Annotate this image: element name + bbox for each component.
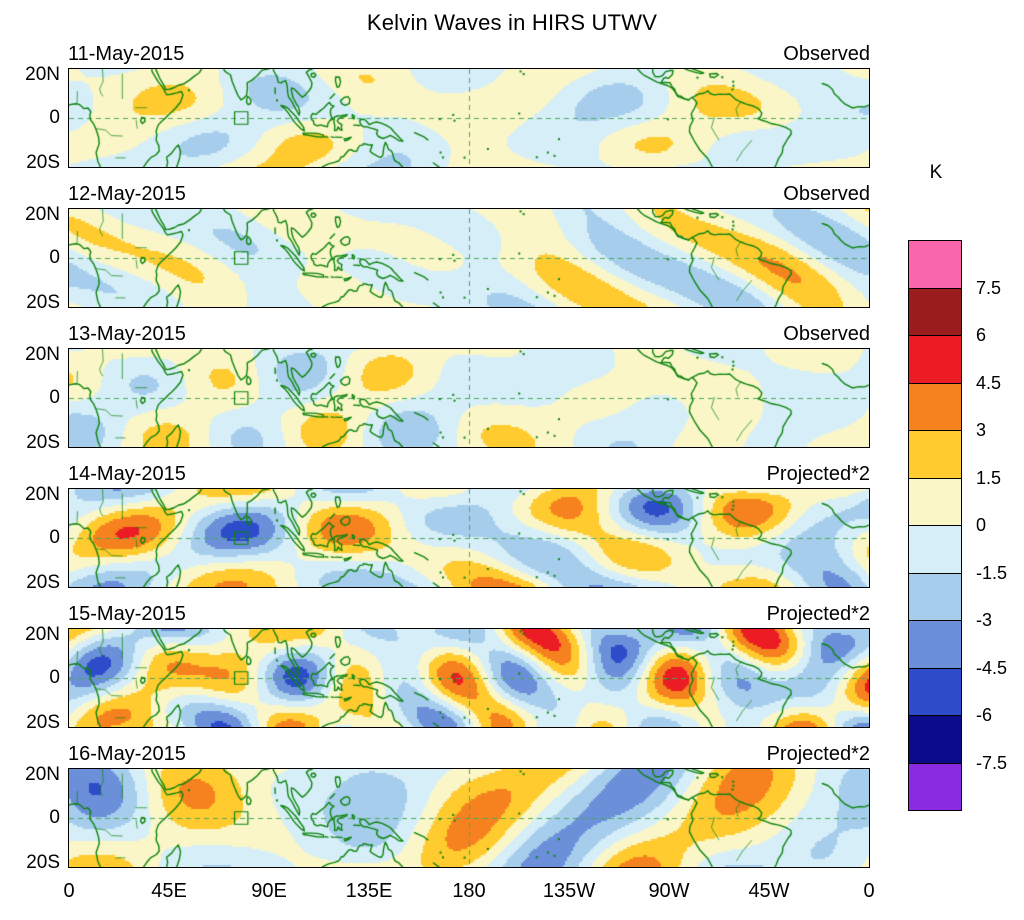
y-tick-label: 20S [26,712,60,733]
y-tick-label: 20N [25,764,60,785]
y-tick-label: 0 [49,107,60,128]
y-tick-label: 0 [49,527,60,548]
panel-date: 16-May-2015 [68,743,186,765]
panel-map-area: 20N 0 20S [25,64,870,173]
x-axis: 0 45E 90E 135E 180 135W 90W 45W 0 [63,878,1024,908]
panel-5: 15-May-2015 Projected*2 20N 0 20S [25,598,870,733]
panel-map-area: 20N 0 20S [25,484,870,593]
x-tick-label: 90E [251,880,287,902]
panel-4: 14-May-2015 Projected*2 20N 0 20S [25,458,870,593]
panel-header: 13-May-2015 Observed [68,318,870,348]
panel-3: 13-May-2015 Observed 20N 0 20S [25,318,870,453]
colorbar-tick-label: 6 [976,325,987,345]
panel-source-label: Projected*2 [766,743,870,765]
panel-date: 14-May-2015 [68,463,186,485]
y-tick-label: 0 [49,667,60,688]
panel-source-label: Observed [783,323,870,345]
colorbar-title: K [929,162,943,183]
panel-date: 15-May-2015 [68,603,186,625]
colorbar-tick-label: 0 [976,515,987,535]
y-tick-label: 20S [26,152,60,173]
panel-date: 12-May-2015 [68,183,186,205]
y-tick-label: 0 [49,247,60,268]
colorbar-cell [908,525,962,574]
panel-map-area: 20N 0 20S [25,624,870,733]
y-tick-label: 20S [26,432,60,453]
colorbar-cell [908,667,962,716]
map-canvas [68,68,870,168]
x-tick-label: 0 [863,880,875,902]
panel-source-label: Observed [783,183,870,205]
x-tick-label: 90W [648,880,690,902]
y-tick-label: 20N [25,204,60,225]
x-tick-label: 45W [748,880,790,902]
y-tick-label: 20S [26,572,60,593]
colorbar-tick-label: 4.5 [976,372,1002,393]
colorbar-cell [908,762,962,811]
colorbar-tick-label: 3 [976,420,987,440]
x-tick-label: 180 [452,880,486,902]
y-tick-label: 0 [49,387,60,408]
colorbar-cell [908,430,962,479]
y-tick-label: 20S [26,292,60,313]
x-tick-label: 135E [345,880,393,902]
colorbar-tick-label: -6 [976,705,993,725]
figure-title: Kelvin Waves in HIRS UTWV [366,10,658,35]
panel-header: 12-May-2015 Observed [68,178,870,208]
panel-map-area: 20N 0 20S [25,344,870,453]
colorbar-cell [908,240,962,289]
y-tick-label: 20N [25,484,60,505]
colorbar-tick-label: 7.5 [976,277,1002,298]
y-tick-label: 20N [25,624,60,645]
panel-1: 11-May-2015 Observed 20N 0 20S [25,38,870,173]
panel-source-label: Projected*2 [766,463,870,485]
x-tick-label: 0 [63,880,75,902]
colorbar-cell [908,335,962,384]
panel-date: 11-May-2015 [68,43,185,65]
panel-header: 16-May-2015 Projected*2 [68,738,870,768]
colorbar-cell [908,620,962,669]
x-tick-label: 45E [151,880,187,902]
panel-source-label: Observed [783,43,870,65]
y-tick-label: 20S [26,852,60,873]
panel-header: 11-May-2015 Observed [68,38,870,68]
colorbar-tick-label: -7.5 [976,752,1008,773]
y-tick-label: 20N [25,64,60,85]
colorbar-tick-label: -4.5 [976,657,1008,678]
colorbar-cell [908,382,962,431]
y-tick-label: 20N [25,344,60,365]
panel-2: 12-May-2015 Observed 20N 0 20S [25,178,870,313]
colorbar-cell [908,715,962,764]
map-canvas [68,208,870,308]
y-tick-label: 0 [49,807,60,828]
panel-source-label: Projected*2 [766,603,870,625]
colorbar-cell [908,572,962,621]
panel-6: 16-May-2015 Projected*2 20N 0 20S [25,738,870,873]
map-canvas [68,348,870,448]
map-canvas [68,768,870,868]
colorbar-tick-label: -1.5 [976,562,1008,583]
map-canvas [68,628,870,728]
x-tick-label: 135W [542,880,596,902]
panels: 11-May-2015 Observed 20N 0 20S 12-May-2015 Obs… [0,38,1024,873]
colorbar-tick-label: -3 [976,610,993,630]
colorbar-cell [908,287,962,336]
panel-header: 15-May-2015 Projected*2 [68,598,870,628]
panel-date: 13-May-2015 [68,323,186,345]
colorbar [908,240,964,812]
colorbar-tick-label: 1.5 [976,467,1002,488]
map-canvas [68,488,870,588]
panel-map-area: 20N 0 20S [25,204,870,313]
panel-map-area: 20N 0 20S [25,764,870,873]
panel-header: 14-May-2015 Projected*2 [68,458,870,488]
colorbar-cell [908,477,962,526]
